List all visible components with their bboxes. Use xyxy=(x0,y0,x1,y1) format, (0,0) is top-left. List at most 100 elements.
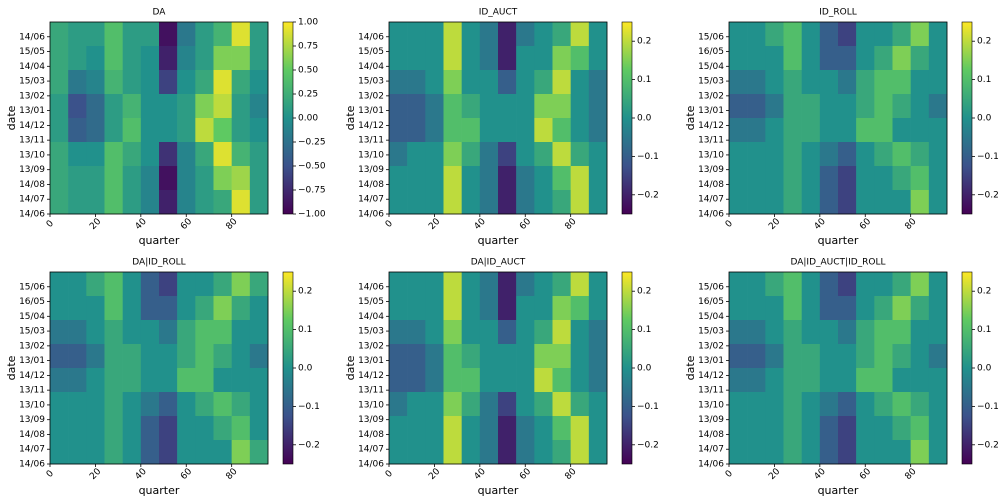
panel: DA|ID_AUCT 0 20 40 60 80 14/06 14/07 14/08 13/09 1… xyxy=(344,258,659,498)
heatmap-cell xyxy=(801,320,821,345)
y-tick-label: 13/10 xyxy=(698,400,724,410)
heatmap-cell xyxy=(443,344,462,369)
heatmap-cell xyxy=(86,70,105,95)
heatmap-cell xyxy=(928,46,948,71)
heatmap-cell xyxy=(838,416,857,441)
heatmap-cell xyxy=(177,272,196,297)
heatmap-cell xyxy=(213,320,232,345)
heatmap-cell xyxy=(249,142,269,167)
heatmap-cell xyxy=(407,142,426,167)
x-tick-label: 0 xyxy=(384,219,395,230)
heatmap-cell xyxy=(516,416,535,441)
heatmap-cell xyxy=(389,190,408,215)
heatmap-cell xyxy=(140,118,160,143)
heatmap-cell xyxy=(910,416,930,441)
heatmap-cell xyxy=(874,416,893,441)
heatmap-cell xyxy=(104,272,123,297)
y-tick-label: 13/11 xyxy=(358,386,384,396)
heatmap-cell xyxy=(928,70,948,95)
x-tick-label: 0 xyxy=(45,469,56,480)
y-tick-label: 13/02 xyxy=(698,91,724,101)
heatmap-cell xyxy=(588,440,608,465)
heatmap-cell xyxy=(213,46,232,71)
heatmap-cell xyxy=(874,320,893,345)
y-tick-label: 14/07 xyxy=(358,195,384,205)
heatmap-cell xyxy=(86,392,105,417)
heatmap-cell xyxy=(801,368,821,393)
y-tick-label: 15/06 xyxy=(19,282,45,292)
heatmap-cell xyxy=(765,392,784,417)
heatmap-cell xyxy=(195,166,214,191)
y-tick-label: 15/04 xyxy=(698,312,724,322)
colorbar-tick-label: −1.00 xyxy=(298,210,326,220)
plot-frame xyxy=(49,21,269,215)
colorbar xyxy=(961,21,973,215)
y-tick-label: 14/08 xyxy=(19,430,45,440)
heatmap-cell xyxy=(588,320,608,345)
heatmap-cell xyxy=(819,142,839,167)
y-axis-label: date xyxy=(5,355,18,380)
heatmap-cell xyxy=(68,344,87,369)
heatmap-cell xyxy=(783,344,802,369)
heatmap-cell xyxy=(231,190,251,215)
heatmap-cell xyxy=(213,142,232,167)
heatmap-cell xyxy=(159,46,178,71)
heatmap-cell xyxy=(498,46,517,71)
heatmap-cell xyxy=(928,272,948,297)
heatmap-cell xyxy=(389,320,408,345)
heatmap-cell xyxy=(425,142,444,167)
heatmap-cell xyxy=(159,94,178,119)
heatmap-cell xyxy=(68,320,87,345)
x-tick-label: 60 xyxy=(858,217,873,232)
heatmap-cell xyxy=(177,94,196,119)
heatmap-cell xyxy=(86,190,105,215)
heatmap-cell xyxy=(783,22,802,47)
heatmap-cell xyxy=(104,344,123,369)
x-tick-label: 80 xyxy=(563,217,578,232)
heatmap-cell xyxy=(729,440,748,465)
heatmap-cell xyxy=(122,296,142,321)
heatmap-cell xyxy=(783,368,802,393)
heatmap-cell xyxy=(765,368,784,393)
heatmap-cell xyxy=(588,272,608,297)
heatmap-cell xyxy=(177,344,196,369)
heatmap-cell xyxy=(856,46,875,71)
heatmap-cell xyxy=(729,392,748,417)
colorbar-tick-label: 0.0 xyxy=(977,114,992,124)
heatmap-cell xyxy=(910,190,930,215)
heatmap-cell xyxy=(516,118,535,143)
heatmap-cell xyxy=(195,94,214,119)
heatmap-cell xyxy=(892,272,911,297)
y-tick-label: 14/07 xyxy=(19,195,45,205)
heatmap-cell xyxy=(910,46,930,71)
y-tick-label: 15/03 xyxy=(358,77,384,87)
heatmap-cell xyxy=(195,392,214,417)
heatmap-cell xyxy=(910,272,930,297)
heatmap-cell xyxy=(177,440,196,465)
heatmap-cell xyxy=(838,46,857,71)
y-tick-label: 14/12 xyxy=(19,371,45,381)
heatmap-cell xyxy=(874,368,893,393)
x-tick-label: 20 xyxy=(88,217,103,232)
heatmap-cell xyxy=(479,416,499,441)
heatmap-cell xyxy=(159,416,178,441)
y-tick-label: 14/06 xyxy=(698,210,724,220)
heatmap-cell xyxy=(910,22,930,47)
heatmap-cell xyxy=(177,142,196,167)
heatmap-cell xyxy=(729,166,748,191)
y-tick-label: 14/08 xyxy=(19,180,45,190)
heatmap-cell xyxy=(928,190,948,215)
x-tick-label: 0 xyxy=(45,219,56,230)
heatmap-cell xyxy=(516,166,535,191)
heatmap-cell xyxy=(892,22,911,47)
heatmap-cell xyxy=(516,22,535,47)
heatmap-cell xyxy=(534,118,553,143)
heatmap-cell xyxy=(819,190,839,215)
y-tick-label: 16/05 xyxy=(698,47,724,57)
heatmap-cell xyxy=(765,440,784,465)
heatmap-cell xyxy=(122,94,142,119)
heatmap-cell xyxy=(838,166,857,191)
heatmap-cell xyxy=(443,70,462,95)
heatmap-cell xyxy=(479,272,499,297)
panel-title: DA xyxy=(153,8,167,18)
